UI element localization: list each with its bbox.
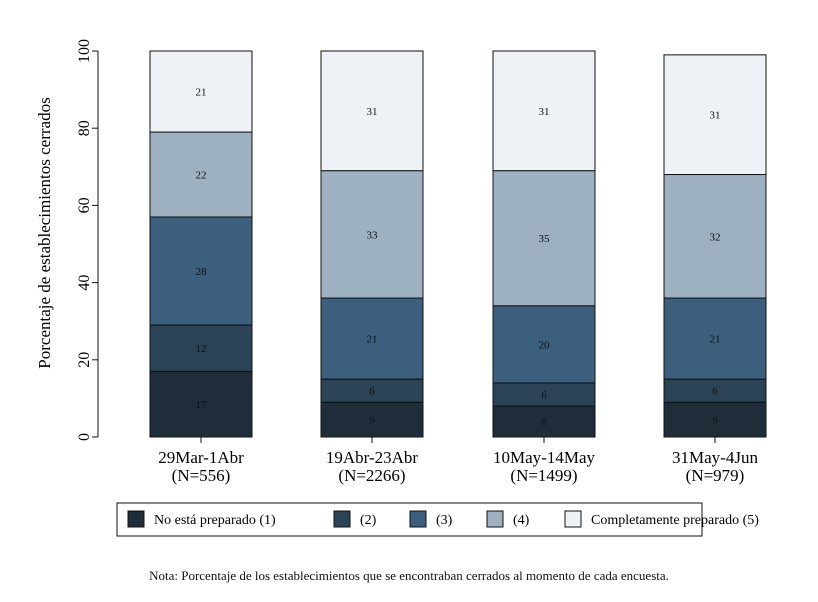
x-tick-sublabel: (N=979) xyxy=(686,466,745,485)
x-tick-label: 29Mar-1Abr xyxy=(158,448,244,467)
y-tick-label: 20 xyxy=(76,352,93,368)
legend-label: Completamente preparado (5) xyxy=(591,513,759,528)
legend-swatch xyxy=(127,510,145,528)
x-tick-sublabel: (N=556) xyxy=(172,466,231,485)
data-label: 20 xyxy=(539,339,551,351)
data-label: 32 xyxy=(710,231,721,243)
data-label: 33 xyxy=(367,229,379,241)
bar-segment xyxy=(149,50,253,133)
x-tick-sublabel: (N=1499) xyxy=(510,466,577,485)
data-label: 9 xyxy=(369,415,375,427)
data-label: 6 xyxy=(541,390,547,402)
y-tick-label: 60 xyxy=(76,197,93,213)
bars: 17 12 28 22 21 9 6 21 33 31 8 6 20 35 31 9 6 21 32 31 xyxy=(149,50,767,438)
y-axis-label: Porcentaje de establecimientos cerrados xyxy=(35,97,54,368)
x-axis-labels: 29Mar-1Abr(N=556) 19Abr-23Abr(N=2266) 10Ma… xyxy=(158,437,758,485)
bar-segment xyxy=(149,131,253,218)
x-tick-label: 19Abr-23Abr xyxy=(326,448,419,467)
legend-label: (2) xyxy=(360,513,377,528)
bar-segment xyxy=(149,216,253,326)
y-tick-label: 0 xyxy=(76,433,93,441)
data-label: 9 xyxy=(712,415,718,427)
bar-segment xyxy=(149,324,253,372)
y-tick-label: 40 xyxy=(76,275,93,291)
legend: No está preparado (1) (2) (3) (4) Completame… xyxy=(116,502,759,537)
data-label: 17 xyxy=(196,399,208,411)
data-label: 22 xyxy=(196,170,207,182)
data-label: 28 xyxy=(196,266,208,278)
data-label: 6 xyxy=(712,386,718,398)
bar-segment xyxy=(663,297,767,380)
data-label: 35 xyxy=(539,233,551,245)
data-label: 31 xyxy=(710,110,721,122)
data-label: 31 xyxy=(367,106,378,118)
data-label: 21 xyxy=(710,334,721,346)
legend-label: (3) xyxy=(436,513,453,528)
data-label: 31 xyxy=(539,106,550,118)
legend-label: (4) xyxy=(513,513,530,528)
bar-segment xyxy=(492,170,596,307)
footnote: Nota: Porcentaje de los establecimientos… xyxy=(149,568,669,583)
x-tick-label: 10May-14May xyxy=(493,448,595,467)
bar-segment xyxy=(320,170,424,299)
bar-segment xyxy=(320,401,424,438)
bar-segment xyxy=(663,401,767,438)
bar-segment xyxy=(492,50,596,172)
data-label: 12 xyxy=(196,343,207,355)
data-label: 8 xyxy=(541,417,547,429)
data-label: 21 xyxy=(196,87,207,99)
y-tick-label: 80 xyxy=(76,120,93,136)
bar-segment xyxy=(320,297,424,380)
y-axis: 0 20 40 60 80 100 xyxy=(76,39,99,441)
data-label: 21 xyxy=(367,334,378,346)
bar-segment xyxy=(663,174,767,299)
x-tick-sublabel: (N=2266) xyxy=(338,466,405,485)
stacked-bar-chart: 0 20 40 60 80 100 Porcentaje de establecimien… xyxy=(35,39,767,537)
bar-segment xyxy=(320,50,424,172)
y-tick-label: 100 xyxy=(76,39,93,63)
bar-segment xyxy=(663,54,767,176)
legend-label: No está preparado (1) xyxy=(154,513,276,528)
data-label: 6 xyxy=(369,386,375,398)
legend-swatch xyxy=(564,510,582,528)
legend-swatch xyxy=(409,510,427,528)
legend-swatch xyxy=(333,510,351,528)
x-tick-label: 31May-4Jun xyxy=(672,448,758,467)
legend-swatch xyxy=(486,510,504,528)
bar-segment xyxy=(492,405,596,438)
